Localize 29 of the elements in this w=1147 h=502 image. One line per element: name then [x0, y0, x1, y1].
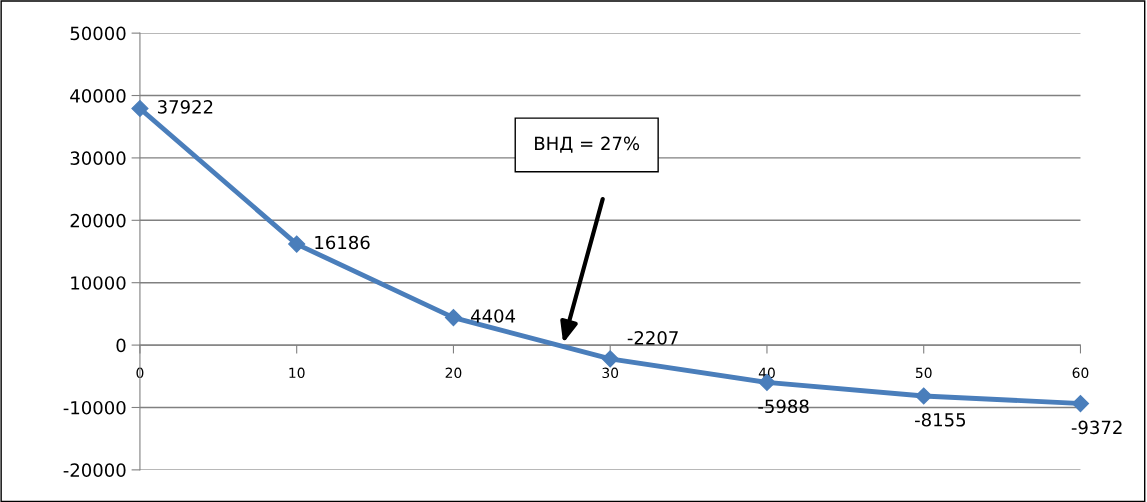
y-tick-label: 0	[116, 338, 126, 353]
x-tick-label: 50	[915, 367, 932, 379]
y-tick-label: 50000	[70, 26, 126, 41]
x-tick-label: 0	[136, 367, 144, 379]
data-label: -2207	[627, 331, 678, 345]
point	[444, 309, 462, 327]
point	[915, 387, 933, 405]
point	[601, 350, 619, 368]
annotation: ВНД = 27%	[535, 136, 640, 153]
data-label: 16186	[315, 235, 370, 250]
data-label: 4404	[471, 309, 516, 323]
x-tick-label: 40	[758, 367, 775, 379]
y-tick-label: -10000	[63, 400, 126, 415]
data-label: -8155	[915, 412, 966, 427]
y-tick-label: 10000	[71, 276, 126, 290]
point	[288, 235, 306, 253]
x-tick-label: 10	[289, 367, 305, 379]
data-label: -9372	[1071, 420, 1122, 435]
y-tick-label: 20000	[70, 213, 126, 228]
y-tick-label: -20000	[63, 463, 126, 477]
x-tick-label: 20	[445, 367, 462, 379]
data-label: 37922	[157, 100, 213, 114]
data-label: -5988	[758, 399, 809, 414]
y-tick-label: 40000	[70, 88, 126, 103]
x-tick-label: 60	[1072, 367, 1089, 379]
y-tick-label: 30000	[70, 151, 126, 166]
point	[131, 99, 149, 118]
x-tick-label: 30	[602, 367, 619, 379]
point	[1071, 395, 1090, 413]
